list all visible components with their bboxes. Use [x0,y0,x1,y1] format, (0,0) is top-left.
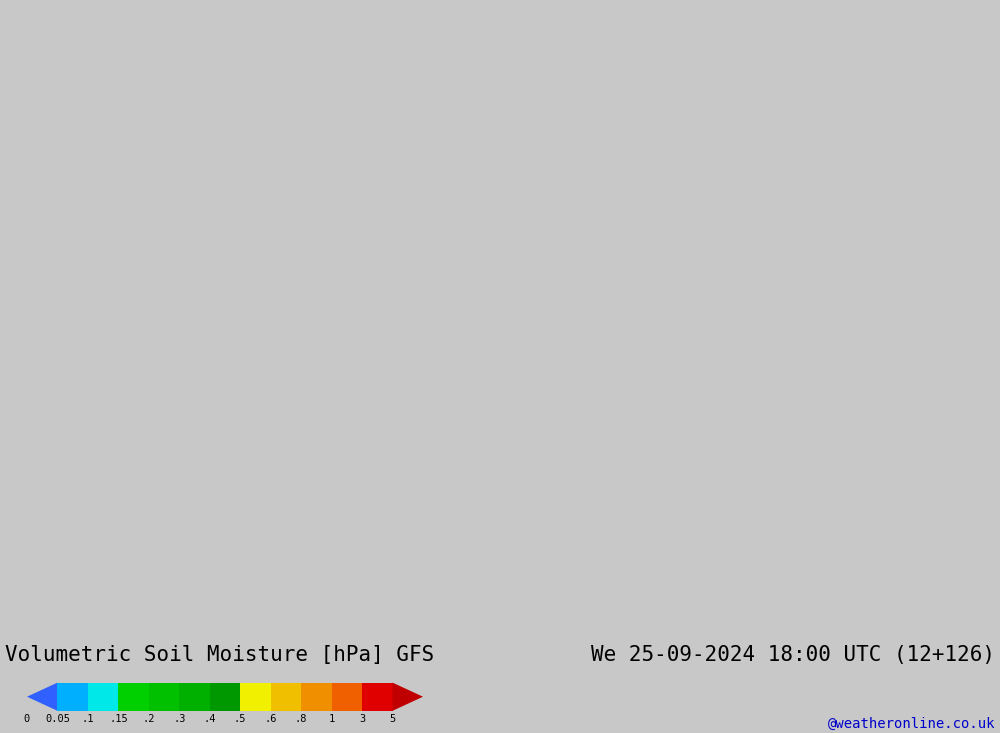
Text: .2: .2 [143,714,155,724]
Text: .4: .4 [204,714,216,724]
Text: .6: .6 [264,714,277,724]
Bar [88,682,118,711]
Polygon shape [393,682,423,711]
Bar [179,682,210,711]
Bar [149,682,179,711]
Polygon shape [27,682,57,711]
Bar [118,682,149,711]
Text: We 25-09-2024 18:00 UTC (12+126): We 25-09-2024 18:00 UTC (12+126) [591,645,995,666]
Text: .3: .3 [173,714,186,724]
Text: .8: .8 [295,714,307,724]
Text: .5: .5 [234,714,246,724]
Text: .1: .1 [82,714,94,724]
Text: .15: .15 [109,714,128,724]
Text: 1: 1 [328,714,335,724]
Bar [362,682,393,711]
Bar [210,682,240,711]
Bar [301,682,332,711]
Text: 0: 0 [24,714,30,724]
Bar [57,682,88,711]
Text: @weatheronline.co.uk: @weatheronline.co.uk [828,717,995,731]
Text: Volumetric Soil Moisture [hPa] GFS: Volumetric Soil Moisture [hPa] GFS [5,645,434,666]
Text: 3: 3 [359,714,365,724]
Text: 5: 5 [389,714,396,724]
Bar [332,682,362,711]
Bar [240,682,271,711]
Text: 0.05: 0.05 [45,714,70,724]
Bar [271,682,301,711]
